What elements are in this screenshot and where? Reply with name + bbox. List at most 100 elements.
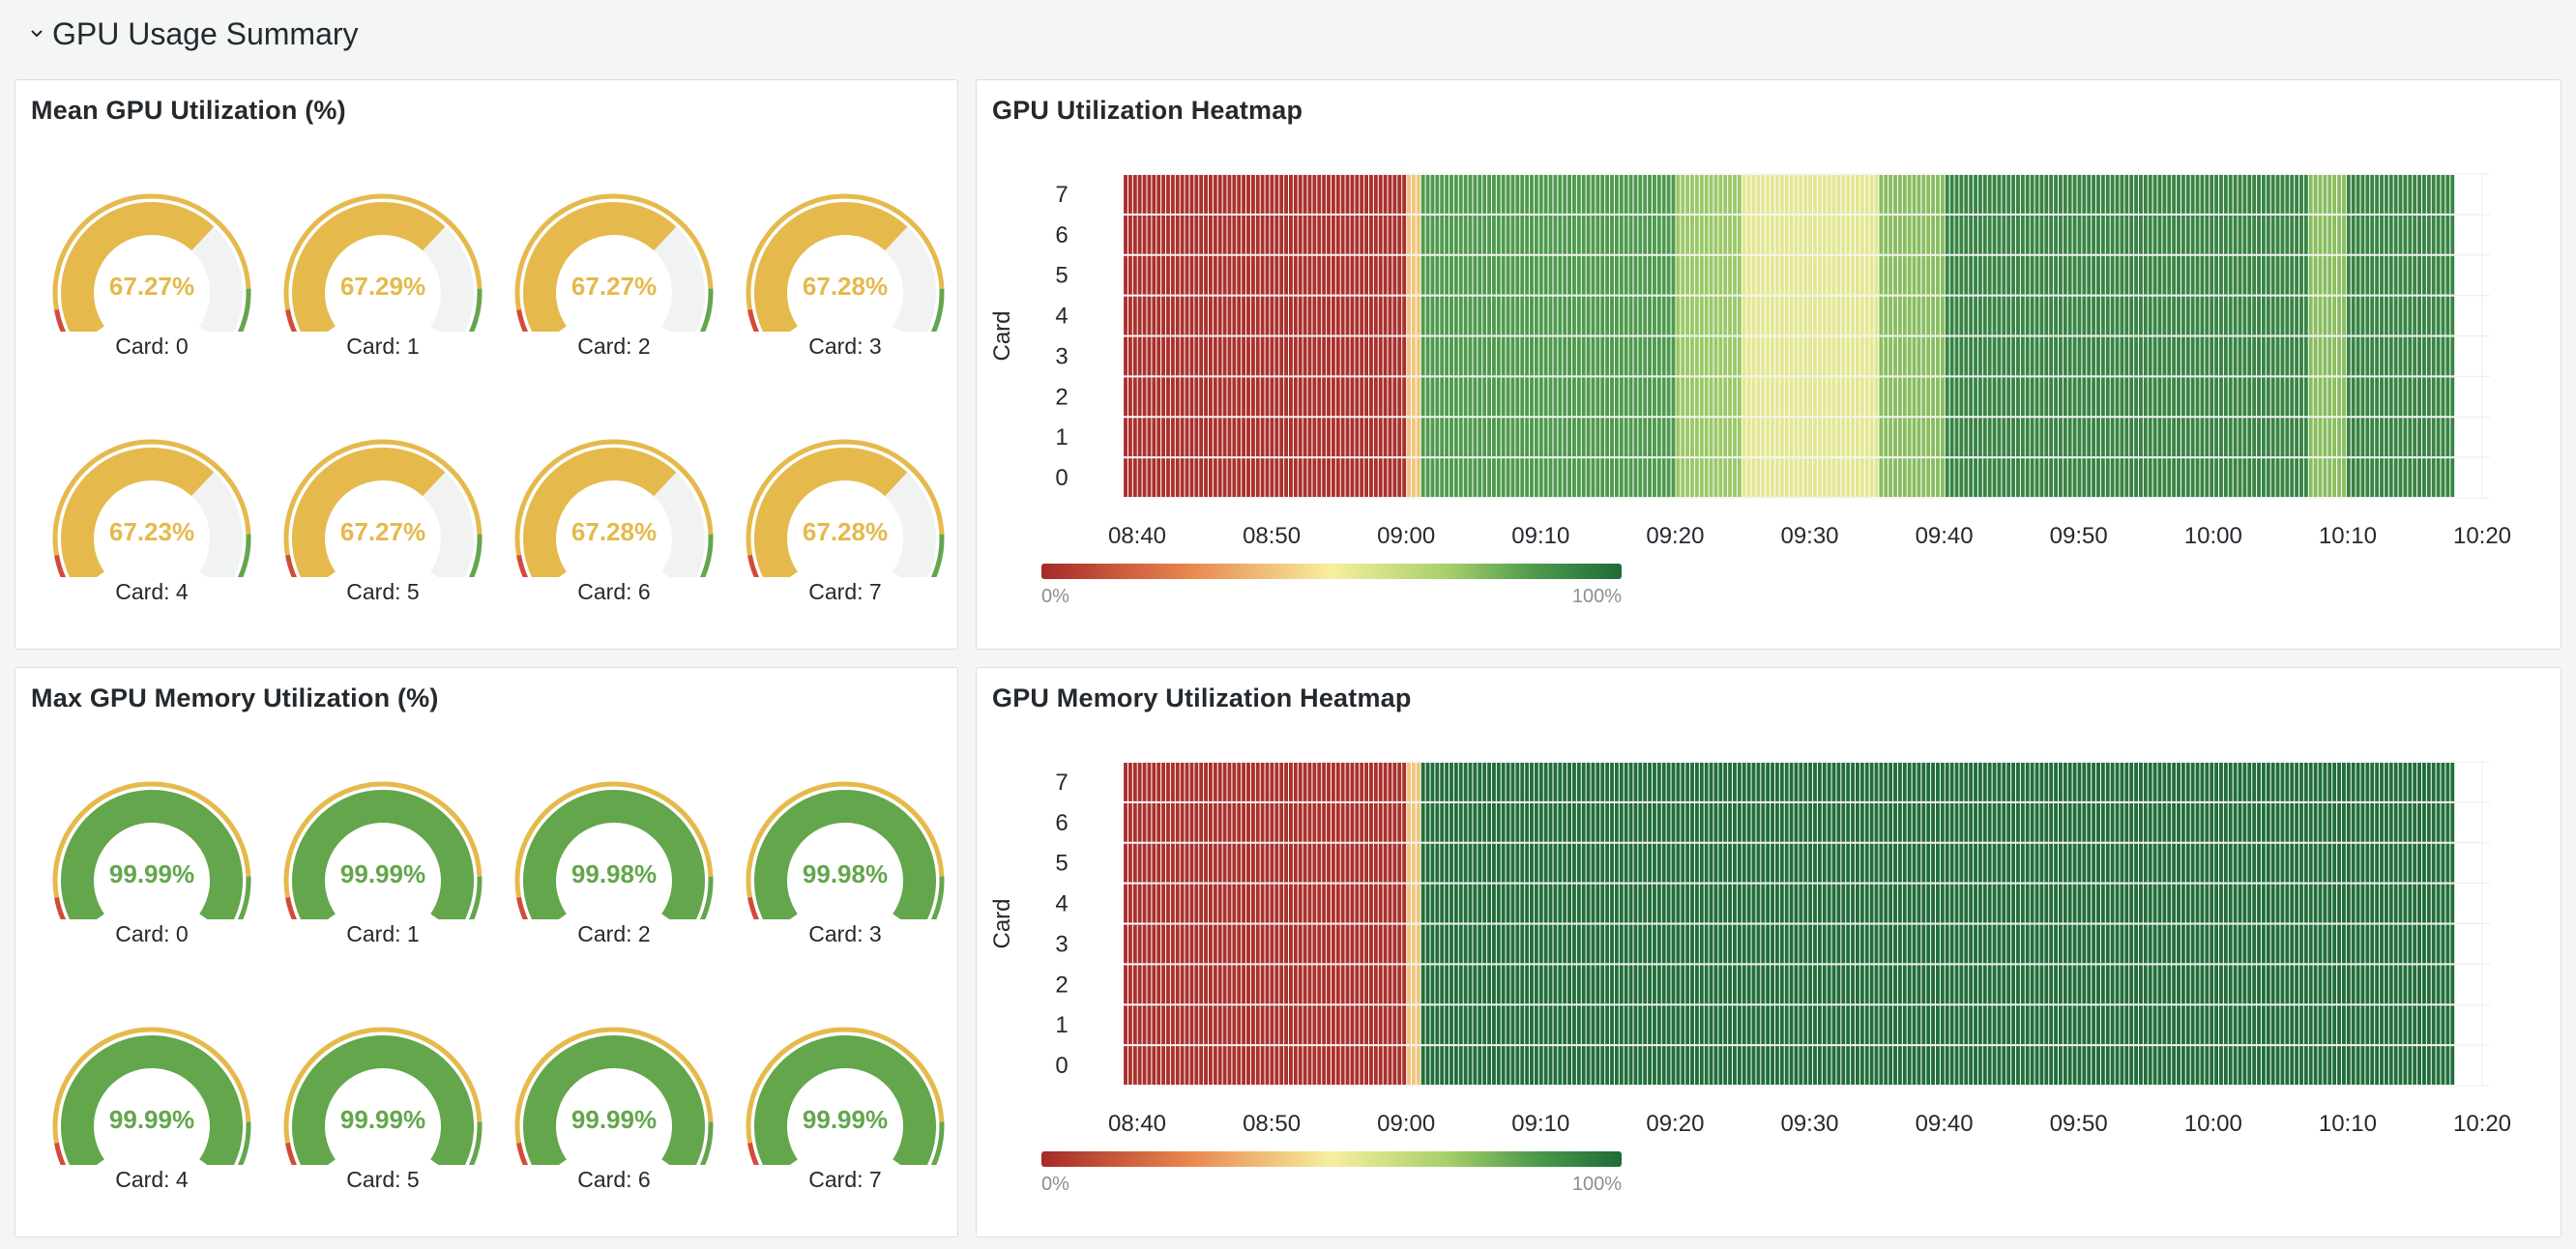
heatmap-cell bbox=[1619, 965, 1624, 1004]
heatmap-cell bbox=[2270, 296, 2275, 335]
heatmap-cell bbox=[1879, 965, 1884, 1004]
heatmap-cell bbox=[1992, 924, 1997, 964]
heatmap-cell bbox=[1204, 296, 1208, 335]
heatmap-cell bbox=[2025, 418, 2030, 457]
heatmap-cell bbox=[1897, 1046, 1902, 1086]
heatmap-cell bbox=[1713, 924, 1718, 964]
heatmap-cell bbox=[2280, 418, 2285, 457]
heatmap-cell bbox=[2195, 336, 2200, 376]
heatmap-cell bbox=[2143, 175, 2148, 214]
heatmap-cell bbox=[1912, 255, 1917, 295]
heatmap-cell bbox=[1317, 418, 1322, 457]
heatmap-cell bbox=[1335, 924, 1340, 964]
heatmap-cell bbox=[1718, 215, 1723, 254]
heatmap-cell bbox=[2388, 1046, 2393, 1086]
heatmap-cell bbox=[1846, 458, 1851, 498]
heatmap-cell bbox=[2323, 255, 2327, 295]
heatmap-cell bbox=[2100, 843, 2105, 883]
heatmap-cell bbox=[1774, 458, 1779, 498]
heatmap-cell bbox=[1897, 843, 1902, 883]
threshold-red bbox=[516, 554, 529, 577]
heatmap-cell bbox=[1859, 965, 1864, 1004]
heatmap-cell bbox=[1137, 884, 1142, 923]
heatmap-cell bbox=[1803, 1005, 1808, 1045]
heatmap-cell bbox=[1728, 215, 1733, 254]
heatmap-cell bbox=[2285, 802, 2290, 842]
heatmap-cell bbox=[1638, 924, 1643, 964]
heatmap-cell bbox=[2063, 1046, 2067, 1086]
heatmap-cell bbox=[2417, 418, 2421, 457]
heatmap-cell bbox=[2006, 255, 2011, 295]
heatmap-cell bbox=[1987, 175, 1992, 214]
heatmap-cell bbox=[2426, 458, 2431, 498]
heatmap-cell bbox=[1453, 965, 1458, 1004]
heatmap-cell bbox=[1478, 1005, 1482, 1045]
heatmap-cell bbox=[1307, 802, 1312, 842]
heatmap-cell bbox=[2172, 802, 2177, 842]
heatmap-cell bbox=[1525, 336, 1530, 376]
heatmap-cell bbox=[2403, 377, 2408, 417]
heatmap-cell bbox=[1902, 377, 1907, 417]
heatmap-cell bbox=[1232, 215, 1237, 254]
heatmap-cell bbox=[1270, 175, 1274, 214]
heatmap-cell bbox=[1378, 1005, 1383, 1045]
heatmap-cell bbox=[2332, 336, 2337, 376]
heatmap-cell bbox=[2006, 843, 2011, 883]
heatmap-cell bbox=[1189, 1005, 1194, 1045]
heatmap-cell bbox=[1525, 1005, 1530, 1045]
heatmap-cell bbox=[1350, 255, 1355, 295]
heatmap-cell bbox=[2266, 418, 2270, 457]
heatmap-cell bbox=[1213, 215, 1217, 254]
heatmap-cell bbox=[1940, 884, 1945, 923]
heatmap-cell bbox=[1530, 1046, 1534, 1086]
heatmap-cell bbox=[2431, 802, 2436, 842]
heatmap-cell bbox=[1204, 418, 1208, 457]
row-header-gpu-usage-summary[interactable]: GPU Usage Summary bbox=[29, 10, 359, 58]
heatmap-cell bbox=[1737, 418, 1742, 457]
heatmap-cell bbox=[1600, 215, 1605, 254]
heatmap-cell bbox=[2152, 215, 2157, 254]
heatmap-cell bbox=[1902, 336, 1907, 376]
heatmap-cell bbox=[1846, 763, 1851, 801]
heatmap-cell bbox=[1610, 1005, 1614, 1045]
heatmap-cell bbox=[1836, 255, 1841, 295]
heatmap-cell bbox=[2450, 763, 2455, 801]
heatmap-cell bbox=[1982, 458, 1987, 498]
heatmap-cell bbox=[1345, 1005, 1350, 1045]
heatmap-cell bbox=[1463, 1005, 1468, 1045]
heatmap-cell bbox=[1255, 215, 1260, 254]
heatmap-cell bbox=[2290, 884, 2295, 923]
heatmap-cell bbox=[1959, 924, 1964, 964]
heatmap-cell bbox=[1213, 843, 1217, 883]
heatmap-cell bbox=[1506, 255, 1510, 295]
heatmap-cell bbox=[1836, 296, 1841, 335]
heatmap-cell bbox=[1977, 924, 1982, 964]
heatmap-cell bbox=[1742, 1005, 1746, 1045]
heatmap-cell bbox=[1478, 843, 1482, 883]
heatmap-cell bbox=[2257, 255, 2261, 295]
heatmap-cell bbox=[2450, 377, 2455, 417]
heatmap-cell bbox=[1289, 175, 1293, 214]
heatmap-cell bbox=[2100, 336, 2105, 376]
heatmap-cell bbox=[1303, 965, 1307, 1004]
heatmap-cell bbox=[1250, 884, 1255, 923]
heatmap-cell bbox=[1694, 965, 1699, 1004]
heatmap-cell bbox=[1482, 215, 1487, 254]
heatmap-cell bbox=[1534, 458, 1538, 498]
heatmap-cell bbox=[2030, 763, 2034, 801]
heatmap-cell bbox=[1274, 418, 1279, 457]
heatmap-cell bbox=[2252, 377, 2257, 417]
heatmap-cell bbox=[1671, 1046, 1676, 1086]
heatmap-cell bbox=[1864, 802, 1869, 842]
heatmap-cell bbox=[1260, 215, 1265, 254]
heatmap-cell bbox=[1373, 1005, 1378, 1045]
heatmap-cell bbox=[1411, 175, 1416, 214]
heatmap-cell bbox=[1808, 1046, 1813, 1086]
heatmap-cell bbox=[1397, 843, 1402, 883]
heatmap-cell bbox=[1681, 418, 1685, 457]
y-axis-title: Card bbox=[989, 310, 1015, 361]
heatmap-cell bbox=[1846, 1005, 1851, 1045]
heatmap-cell bbox=[2242, 924, 2247, 964]
